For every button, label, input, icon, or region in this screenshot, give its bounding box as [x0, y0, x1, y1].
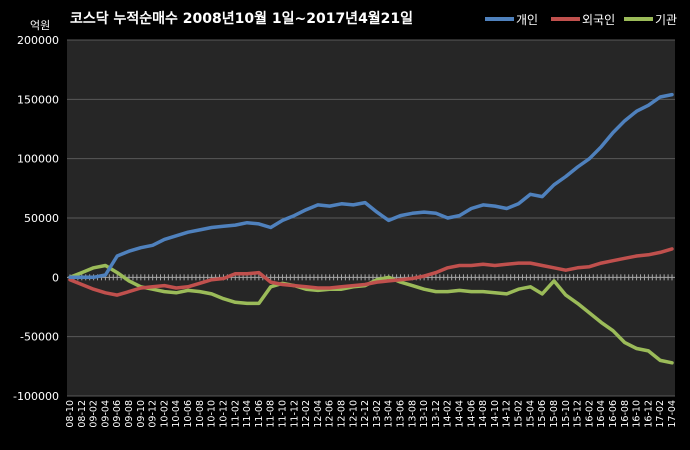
x-tick-label: 11-04	[242, 400, 253, 428]
x-tick-label: 13-06	[396, 400, 407, 428]
x-tick-label: 09-12	[148, 400, 159, 428]
x-tick-label: 14-02	[443, 400, 454, 428]
y-tick-label: 200000	[17, 34, 59, 47]
series-lines	[68, 92, 674, 365]
x-tick-label: 14-10	[490, 400, 501, 428]
x-tick-label: 13-02	[372, 400, 383, 428]
legend-label-기관: 기관	[655, 13, 677, 27]
x-tick-label: 09-02	[89, 400, 100, 428]
x-tick-label: 10-12	[218, 400, 229, 428]
y-tick-labels: 200000 150000 100000 50000 0 -50000 -100000	[13, 34, 59, 403]
gridlines	[67, 39, 675, 397]
series-line-개인	[68, 92, 674, 280]
x-tick-label: 11-08	[266, 400, 277, 428]
x-tick-label: 10-06	[183, 400, 194, 428]
y-tick-label: 100000	[17, 153, 59, 166]
x-tick-label: 16-02	[584, 400, 595, 428]
x-tick-label: 16-12	[643, 400, 654, 428]
x-tick-label: 12-06	[325, 400, 336, 428]
x-tick-label: 11-06	[254, 400, 265, 428]
x-tick-label: 15-10	[561, 400, 572, 428]
x-tick-label: 11-10	[277, 400, 288, 428]
x-tick-label: 13-10	[419, 400, 430, 428]
y-tick-label: -100000	[13, 390, 59, 403]
x-tick-label: 13-04	[384, 400, 395, 428]
series-line-외국인	[68, 247, 674, 297]
x-tick-label: 09-08	[124, 400, 135, 428]
x-tick-label: 12-08	[336, 400, 347, 428]
x-tick-label: 14-12	[502, 400, 513, 428]
x-tick-label: 12-02	[301, 400, 312, 428]
x-tick-label: 12-04	[313, 400, 324, 428]
x-tick-label: 17-04	[667, 400, 678, 428]
x-tick-label: 14-06	[466, 400, 477, 428]
x-tick-label: 10-10	[207, 400, 218, 428]
x-tick-label: 08-12	[77, 400, 88, 428]
x-tick-label: 13-12	[431, 400, 442, 428]
x-tick-label: 14-04	[455, 400, 466, 428]
y-tick-label: 150000	[17, 93, 59, 106]
y-tick-label: -50000	[20, 331, 59, 344]
zero-axis	[67, 274, 675, 281]
x-tick-label: 12-12	[360, 400, 371, 428]
x-tick-label: 11-12	[289, 400, 300, 428]
x-tick-label: 08-10	[65, 400, 76, 428]
x-tick-label: 10-08	[195, 400, 206, 428]
x-tick-label: 15-08	[549, 400, 560, 428]
y-tick-label: 50000	[24, 212, 59, 225]
legend-label-외국인: 외국인	[582, 13, 615, 27]
x-tick-label: 17-02	[655, 400, 666, 428]
legend-label-개인: 개인	[516, 13, 538, 27]
chart-title: 코스닥 누적순매수 2008년10월 1일~2017년4월21일	[70, 10, 413, 27]
x-tick-labels: 08-10 08-12 09-02 09-04 09-06 09-08 09-10 09-12…	[65, 400, 678, 428]
x-tick-label: 13-08	[407, 400, 418, 428]
x-tick-label: 16-10	[632, 400, 643, 428]
x-tick-label: 09-06	[112, 400, 123, 428]
x-tick-label: 10-02	[159, 400, 170, 428]
x-tick-label: 15-02	[514, 400, 525, 428]
x-tick-label: 12-10	[348, 400, 359, 428]
x-tick-label: 14-08	[478, 400, 489, 428]
x-tick-label: 16-06	[608, 400, 619, 428]
legend: 개인 외국인 기관	[485, 13, 677, 27]
x-tick-label: 10-04	[171, 400, 182, 428]
x-tick-label: 15-04	[525, 400, 536, 428]
x-tick-label: 15-06	[537, 400, 548, 428]
x-tick-label: 11-02	[230, 400, 241, 428]
y-tick-label: 0	[52, 271, 59, 284]
x-tick-label: 09-04	[100, 400, 111, 428]
y-axis-unit-label: 억원	[30, 19, 50, 32]
x-tick-label: 09-10	[136, 400, 147, 428]
x-tick-label: 16-04	[596, 400, 607, 428]
x-tick-label: 16-08	[620, 400, 631, 428]
x-tick-label: 15-12	[573, 400, 584, 428]
